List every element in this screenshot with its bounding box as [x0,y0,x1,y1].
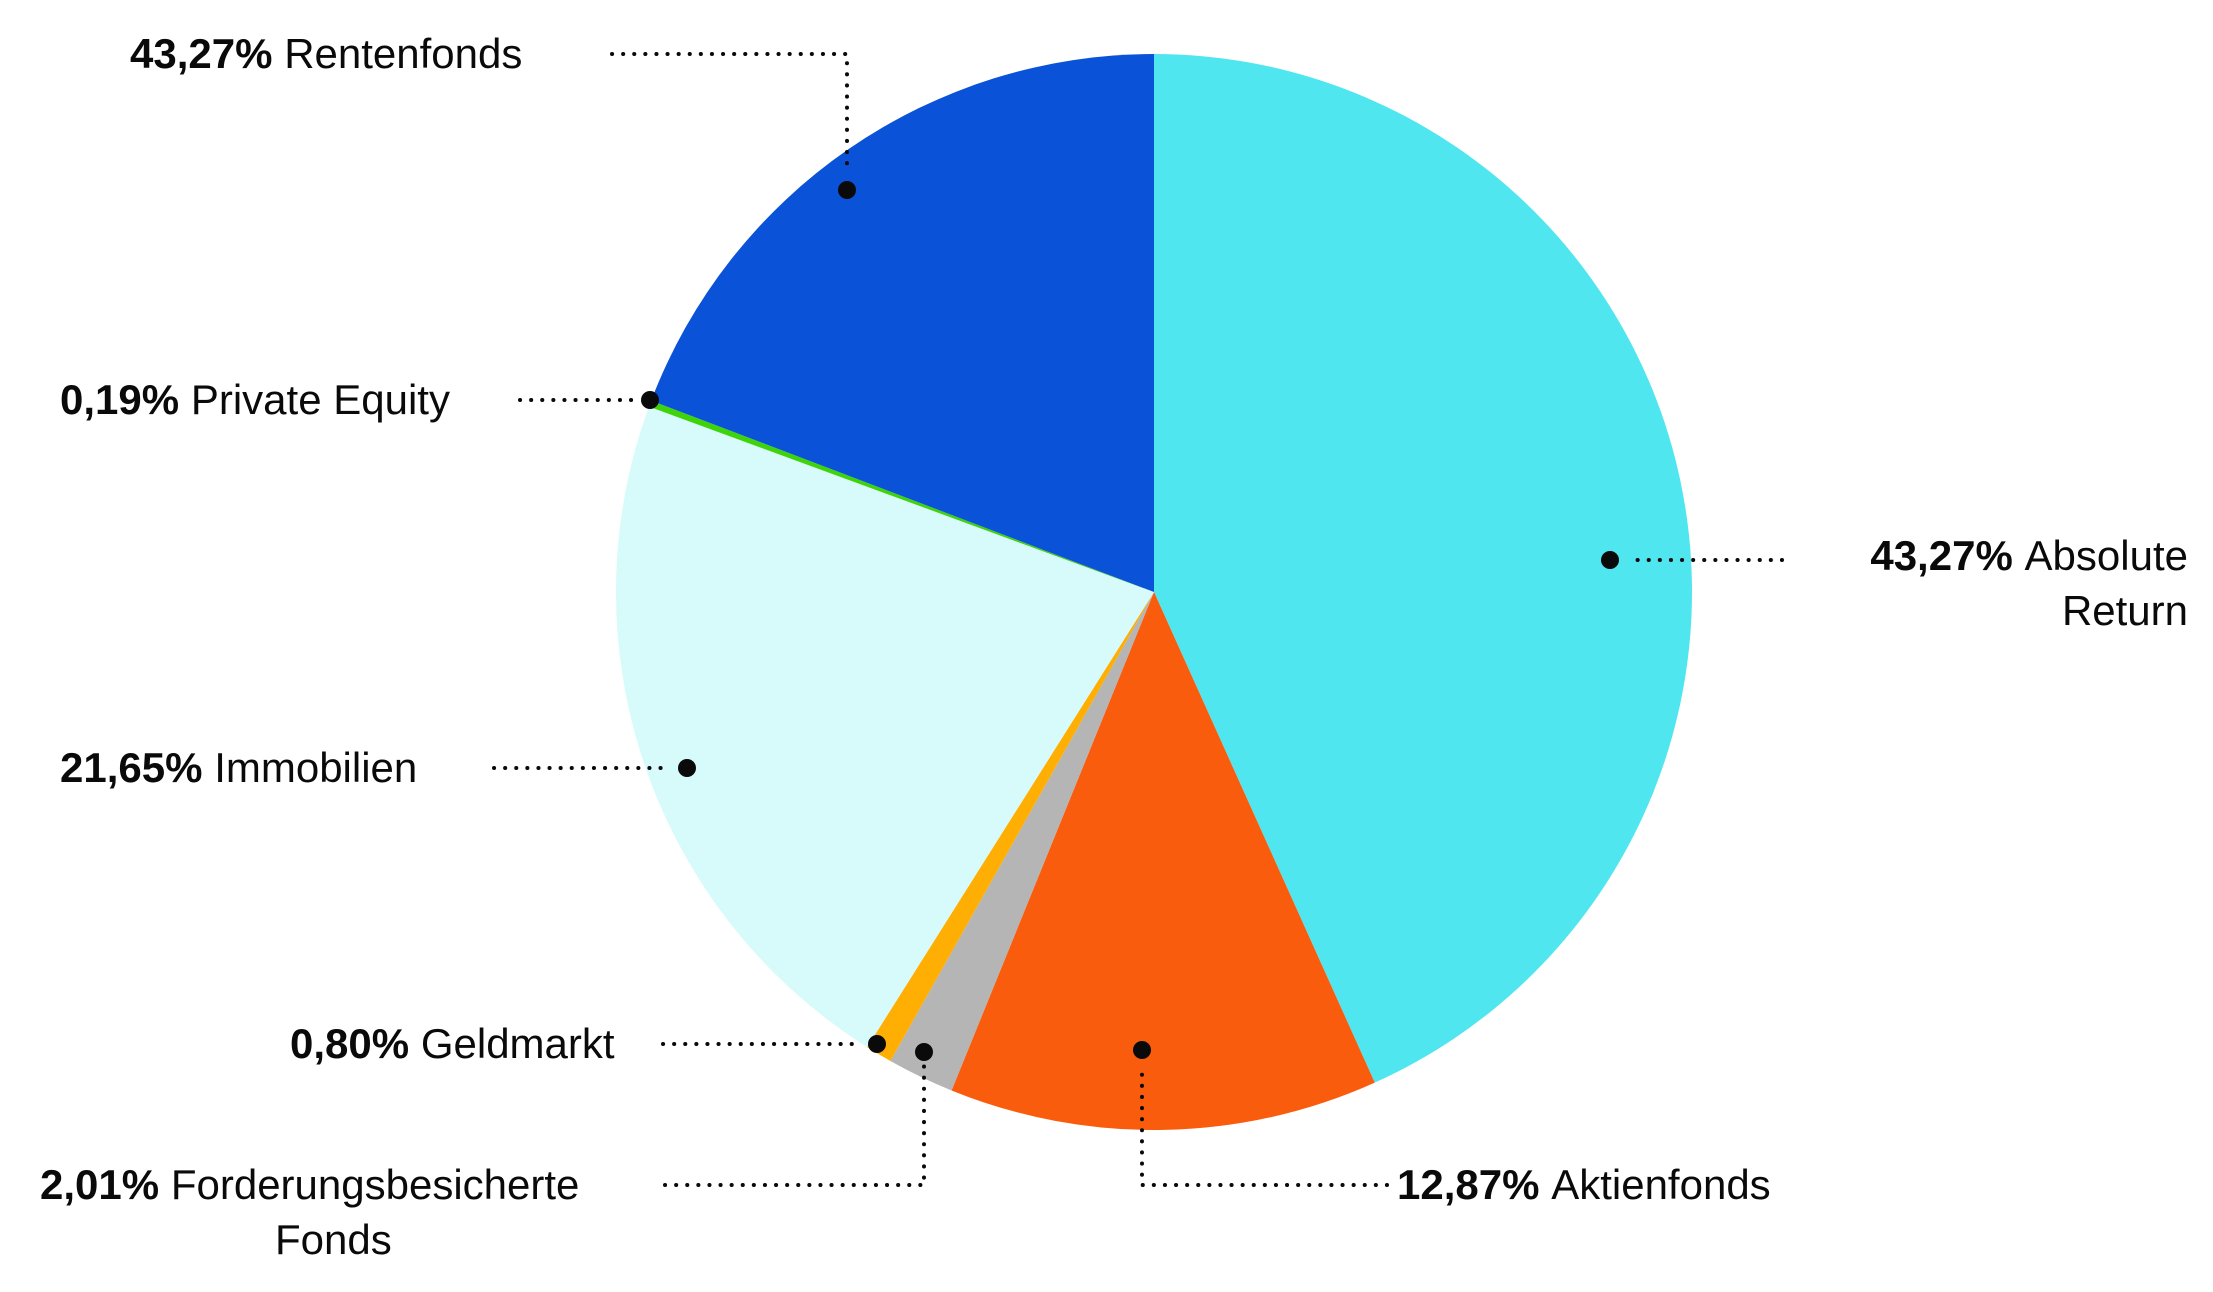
pie-slice-rentenfonds [651,53,1154,592]
slice-label-forderungsbesicherte-fonds: 2,01% Forderungsbesicherte Fonds [40,1157,705,1268]
anchor-dot-forderungsbesicherte-fonds [915,1043,933,1061]
slice-percent-forderungsbesicherte-fonds: 2,01% [40,1161,160,1208]
slice-percent-aktienfonds: 12,87% [1397,1161,1540,1208]
leader-lines [492,52,1784,1187]
slice-name-rentenfonds: Rentenfonds [284,30,523,77]
slice-name-geldmarkt: Geldmarkt [420,1020,615,1067]
anchor-dot-absolute-return [1601,551,1619,569]
slice-label-rentenfonds: 43,27% Rentenfonds [130,26,522,81]
slice-percent-absolute-return: 43,27% [1870,532,2013,579]
anchor-dot-immobilien [678,759,696,777]
leader-line-aktienfonds [1140,1062,1389,1187]
pie-slice-forderungsbesicherte-fonds [890,592,1154,1091]
pie-slice-aktienfonds [951,592,1375,1130]
pie-slice-geldmarkt [867,592,1154,1061]
slice-percent-immobilien: 21,65% [60,744,203,791]
slice-name-forderungsbesicherte-fonds: Forderungsbesicherte Fonds [170,1161,580,1264]
anchor-dot-aktienfonds [1133,1041,1151,1059]
slice-label-private-equity: 0,19% Private Equity [60,372,450,427]
slice-label-immobilien: 21,65% Immobilien [60,740,417,795]
slice-name-absolute-return: Absolute Return [2024,532,2188,635]
anchor-dot-private-equity [641,391,659,409]
anchor-dot-rentenfonds [838,181,856,199]
pie-slices [615,53,1692,1130]
slice-label-geldmarkt: 0,80% Geldmarkt [290,1016,615,1071]
slice-name-private-equity: Private Equity [190,376,450,423]
slice-name-immobilien: Immobilien [214,744,418,791]
pie-slice-private-equity [648,400,1154,592]
pie-slice-absolute-return [1154,54,1692,1083]
slice-percent-rentenfonds: 43,27% [130,30,273,77]
anchor-dot-geldmarkt [868,1035,886,1053]
pie-slice-immobilien [615,406,1154,1048]
slice-name-aktienfonds: Aktienfonds [1551,1161,1771,1208]
leader-line-rentenfonds [610,52,849,176]
slice-label-absolute-return: 43,27% Absolute Return [1778,528,2188,639]
slice-percent-private-equity: 0,19% [60,376,180,423]
slice-percent-geldmarkt: 0,80% [290,1020,410,1067]
slice-label-aktienfonds: 12,87% Aktienfonds [1397,1157,1771,1212]
